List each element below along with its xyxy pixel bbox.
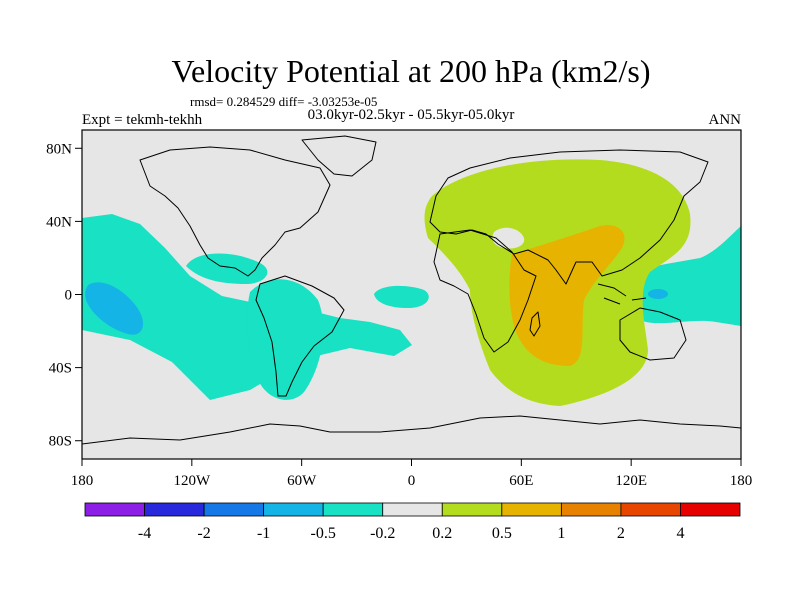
coastline-antarctica bbox=[82, 415, 741, 445]
colorbar-label: 0.2 bbox=[432, 525, 452, 542]
colorbar-swatch bbox=[441, 502, 503, 517]
colorbar-label: -2 bbox=[197, 525, 210, 542]
contour-fill-indian-ocean-positive bbox=[509, 225, 625, 366]
colorbar-swatch bbox=[560, 502, 622, 517]
contour-fill-pacific-negative bbox=[82, 214, 412, 400]
colorbar-swatch bbox=[203, 502, 265, 517]
x-tick-label: 0 bbox=[408, 473, 416, 489]
contour-fill-central-america-negative bbox=[186, 253, 268, 284]
period-label: 03.0kyr-02.5kyr - 05.5kyr-05.0kyr bbox=[308, 107, 515, 123]
x-tick-label: 180 bbox=[71, 473, 94, 489]
colorbar-swatch bbox=[501, 502, 562, 517]
stats-label: rmsd= 0.284529 diff= -3.03253e-05 bbox=[190, 94, 377, 109]
x-axis: 180 120W 60W 0 60E 120E 180 bbox=[71, 459, 753, 489]
coastlines bbox=[82, 135, 741, 445]
colorbar-swatch bbox=[680, 502, 741, 517]
y-axis: 80N 40N 0 40S 80S bbox=[46, 141, 82, 450]
y-tick-label: 80S bbox=[49, 434, 72, 450]
colorbar-swatch bbox=[144, 502, 205, 517]
contour-fill-pacific-core bbox=[85, 282, 143, 335]
x-tick-label: 120E bbox=[615, 473, 647, 489]
coastline-europe-asia bbox=[429, 149, 709, 285]
colorbar-label: -4 bbox=[138, 525, 151, 542]
coastline-africa bbox=[433, 229, 537, 353]
contour-fill-west-pacific-negative bbox=[625, 226, 741, 326]
colorbar-label: 2 bbox=[617, 525, 625, 542]
x-tick-label: 60E bbox=[509, 473, 533, 489]
x-tick-label: 120W bbox=[173, 473, 211, 489]
colorbar-swatch bbox=[382, 502, 443, 517]
colorbar-label: 1 bbox=[557, 525, 565, 542]
coastline-greenland bbox=[301, 135, 377, 177]
contour-fill-atlantic-negative bbox=[374, 285, 429, 308]
coastline-north-america bbox=[139, 146, 331, 277]
colorbar-swatch bbox=[620, 502, 681, 517]
experiment-label: Expt = tekmh-tekhh bbox=[82, 112, 203, 128]
colorbar-label: -0.2 bbox=[370, 525, 395, 542]
colorbar-swatch bbox=[84, 502, 145, 517]
colorbar-label: -0.5 bbox=[311, 525, 336, 542]
coastline-maritime-continent bbox=[597, 283, 647, 305]
contour-fill-maritime-core bbox=[648, 289, 668, 299]
coastline-australia bbox=[619, 307, 687, 361]
colorbar-swatch bbox=[322, 502, 384, 517]
coastline-madagascar bbox=[529, 311, 541, 337]
colorbar: -4 -2 -1 -0.5 -0.2 0.2 0.5 1 2 4 bbox=[84, 502, 741, 542]
colorbar-label: 4 bbox=[676, 525, 684, 542]
season-label: ANN bbox=[709, 112, 742, 128]
y-tick-label: 0 bbox=[65, 288, 73, 304]
y-tick-label: 40N bbox=[46, 214, 72, 230]
contour-fill-south-america-negative bbox=[247, 279, 324, 400]
chart-title: Velocity Potential at 200 hPa (km2/s) bbox=[171, 53, 650, 89]
y-tick-label: 40S bbox=[49, 361, 72, 377]
contour-fill-mediterranean-gap bbox=[492, 227, 525, 249]
colorbar-swatch bbox=[263, 502, 324, 517]
coastline-south-america bbox=[255, 275, 345, 397]
colorbar-label: -1 bbox=[257, 525, 270, 542]
x-tick-label: 180 bbox=[730, 473, 753, 489]
x-tick-label: 60W bbox=[287, 473, 317, 489]
colorbar-label: 0.5 bbox=[492, 525, 512, 542]
y-tick-label: 80N bbox=[46, 141, 72, 157]
map-area bbox=[82, 130, 741, 459]
